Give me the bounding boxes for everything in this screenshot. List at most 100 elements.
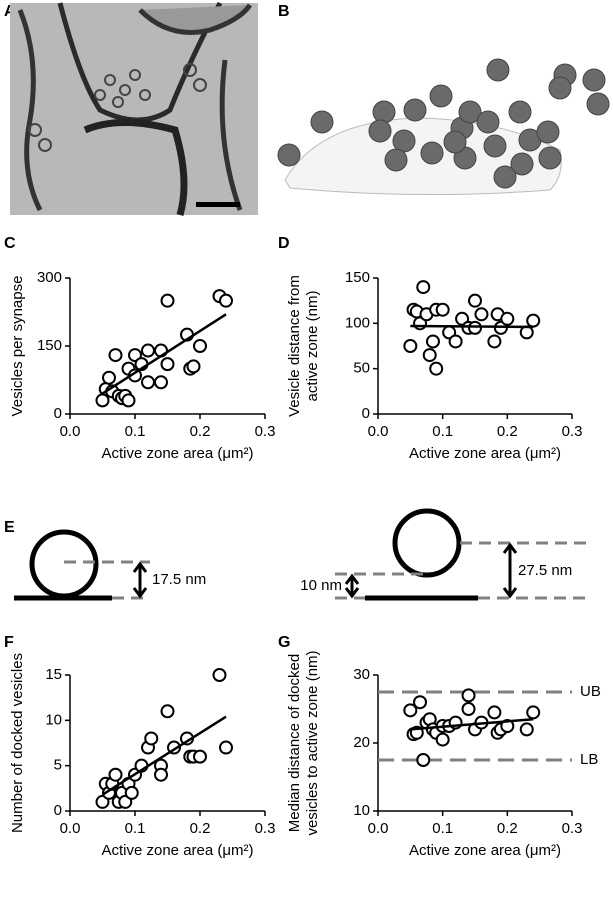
data-point [212,668,227,682]
data-point [461,688,476,703]
y-tick-label: 150 [37,337,62,354]
reference-label: UB [580,683,601,700]
data-point [468,293,482,308]
x-tick-label: 0.2 [497,423,518,440]
dimension-label: 10 nm [300,577,342,594]
panel-label: D [278,235,290,252]
data-point [160,293,175,308]
panel-label: C [4,235,16,252]
data-point [487,334,502,349]
x-tick-label: 0.3 [255,820,276,837]
x-tick-label: 0.1 [125,423,146,440]
x-axis-title: Active zone area (μm²) [409,842,561,859]
dimension-label: 27.5 nm [518,562,572,579]
panel-label: E [4,519,15,536]
y-tick-label: 30 [353,666,370,683]
panel-label: B [278,3,290,20]
y-tick-label: 0 [54,802,62,819]
data-point [500,311,515,326]
data-point [403,703,418,718]
data-point [160,357,175,372]
x-tick-label: 0.2 [190,423,211,440]
x-tick-label: 0.1 [432,820,453,837]
data-point [193,749,207,764]
panel-label: G [278,634,290,651]
fit-line [410,324,534,329]
data-point [121,393,136,408]
x-tick-label: 0.3 [255,423,276,440]
data-point [193,339,207,353]
data-point [141,375,155,390]
data-point [118,794,133,809]
data-point [186,359,201,374]
data-point [154,767,168,782]
data-point [416,753,431,767]
y-axis-title: active zone (nm) [304,291,321,402]
fit-line [101,313,227,395]
data-point [500,719,515,733]
data-point [154,375,168,390]
data-point [474,307,489,322]
data-point [435,732,450,747]
y-tick-label: 10 [45,711,62,728]
x-axis-title: Active zone area (μm²) [101,445,253,462]
x-tick-label: 0.2 [190,820,211,837]
data-point [95,794,110,809]
data-point [160,704,175,719]
x-tick-label: 0.1 [125,820,146,837]
data-point [425,334,440,349]
y-tick-label: 20 [353,734,370,751]
data-point [144,731,159,746]
y-tick-label: 5 [54,757,62,774]
data-point [128,348,142,363]
x-tick-label: 0.2 [497,820,518,837]
data-point [416,280,431,295]
dimension-label: 17.5 nm [152,571,206,588]
x-tick-label: 0.0 [60,423,81,440]
data-point [526,705,541,720]
micrograph [10,1,258,216]
panel-label: F [4,634,14,651]
data-point [461,702,476,716]
data-point [435,302,450,317]
y-tick-label: 0 [362,405,370,422]
data-point [413,695,428,710]
data-point [448,334,463,349]
data-point [519,722,534,737]
y-tick-label: 50 [353,360,370,377]
data-point [141,343,155,358]
data-point [102,370,116,385]
data-point [219,293,233,308]
y-tick-label: 150 [345,269,370,286]
y-axis-title: Number of docked vesicles [9,653,26,833]
x-tick-label: 0.0 [368,423,389,440]
data-point [403,339,418,353]
x-tick-label: 0.1 [432,423,453,440]
y-tick-label: 100 [345,314,370,331]
y-tick-label: 15 [45,666,62,683]
diagram: 17.5 nm 10 nm 27.5 nm [14,508,587,601]
data-point [95,393,110,408]
y-axis-title: Vesicles per synapse [9,276,26,417]
data-point [487,705,502,720]
y-tick-label: 0 [54,405,62,422]
reference-label: LB [580,751,598,768]
y-axis-title: Median distance of docked [286,654,303,832]
data-point [468,320,482,335]
x-tick-label: 0.0 [60,820,81,837]
y-axis-title: Vesicle distance from [286,275,303,417]
data-point [422,348,437,363]
fit-line [101,715,227,796]
data-point [519,325,534,340]
x-axis-title: Active zone area (μm²) [409,445,561,462]
y-tick-label: 10 [353,802,370,819]
data-point [219,740,233,755]
reconstruction [277,58,610,196]
x-tick-label: 0.3 [562,820,583,837]
data-point [108,767,123,782]
fit-line [410,717,534,731]
y-tick-label: 300 [37,269,62,286]
data-point [526,313,541,328]
